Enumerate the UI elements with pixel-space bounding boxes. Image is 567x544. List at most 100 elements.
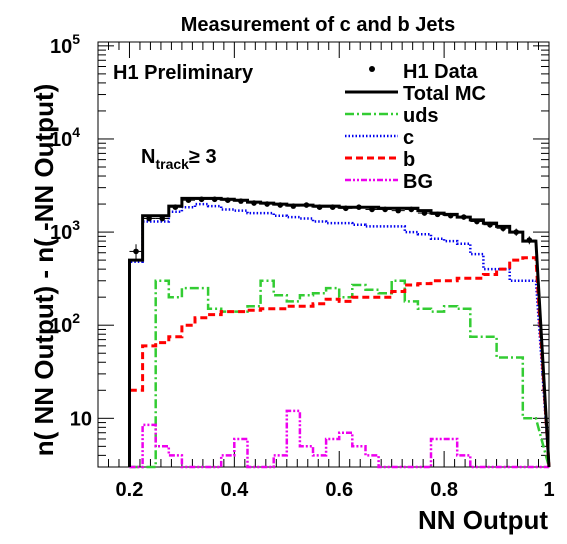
data-point bbox=[365, 206, 379, 213]
data-point bbox=[391, 207, 405, 214]
legend-label: H1 Data bbox=[403, 61, 478, 83]
data-point bbox=[195, 196, 209, 203]
preliminary-label: H1 Preliminary bbox=[113, 62, 254, 84]
data-point-marker bbox=[238, 198, 244, 204]
plot-frame bbox=[97, 41, 550, 468]
legend-entry: b bbox=[345, 149, 415, 171]
y-tick-label: 105 bbox=[50, 31, 80, 58]
data-point bbox=[181, 197, 196, 203]
legend-label: c bbox=[403, 127, 414, 149]
series-layer bbox=[128, 196, 551, 469]
data-point bbox=[522, 236, 536, 245]
data-point-marker bbox=[146, 215, 152, 222]
legend-entry: H1 Data bbox=[369, 61, 478, 83]
legend-label: uds bbox=[403, 105, 439, 127]
data-point-marker bbox=[421, 210, 428, 216]
data-point-marker bbox=[316, 204, 323, 211]
data-point bbox=[286, 203, 300, 209]
data-point bbox=[273, 202, 287, 208]
y-tick-label: 102 bbox=[50, 310, 80, 337]
y-axis-tick-labels: 10 102 103 104 105 bbox=[50, 31, 92, 430]
y-tick-exponent: 5 bbox=[72, 31, 80, 47]
data-point-marker bbox=[277, 202, 284, 208]
chart-title: Measurement of c and b Jets bbox=[181, 14, 456, 36]
series-bg bbox=[129, 409, 549, 469]
ntrack-sub: track bbox=[155, 156, 189, 172]
data-point bbox=[431, 211, 445, 218]
data-point bbox=[352, 204, 366, 211]
data-point-marker bbox=[264, 201, 270, 207]
x-tick-label: 0.2 bbox=[116, 479, 144, 501]
y-tick-exponent: 3 bbox=[72, 217, 80, 233]
data-point bbox=[378, 206, 392, 213]
data-point bbox=[234, 198, 248, 204]
legend-entry: BG bbox=[345, 171, 433, 193]
plot-area bbox=[97, 41, 550, 468]
data-point bbox=[483, 221, 497, 228]
data-point-marker bbox=[447, 212, 454, 219]
x-tick-label: 1 bbox=[543, 479, 554, 501]
series-c bbox=[128, 202, 551, 468]
data-point-marker bbox=[185, 197, 192, 203]
legend-entry: c bbox=[345, 127, 414, 149]
data-point-marker bbox=[172, 204, 179, 211]
data-point bbox=[326, 204, 340, 211]
ntrack-annotation: Ntrack≥ 3 bbox=[141, 146, 217, 172]
y-tick-label: 10 bbox=[70, 408, 92, 430]
data-point-marker bbox=[356, 204, 362, 211]
series-b bbox=[128, 256, 551, 468]
data-point-marker bbox=[211, 196, 218, 203]
data-point-marker bbox=[500, 225, 506, 232]
legend-label: Total MC bbox=[403, 83, 486, 105]
legend-label: b bbox=[403, 149, 415, 171]
data-points bbox=[129, 196, 536, 261]
data-point-marker bbox=[513, 229, 520, 235]
data-point bbox=[509, 228, 523, 236]
data-point bbox=[168, 204, 182, 211]
y-axis-label: n( NN Output) - n( -NN Output) bbox=[29, 84, 59, 457]
legend-label: BG bbox=[403, 171, 433, 193]
data-point bbox=[417, 210, 432, 216]
data-point bbox=[221, 197, 235, 203]
data-point-marker bbox=[198, 196, 205, 203]
data-point-marker bbox=[382, 206, 388, 213]
data-point bbox=[444, 212, 458, 219]
x-axis-label: NN Output bbox=[418, 505, 548, 535]
data-point-marker bbox=[395, 207, 402, 214]
data-point bbox=[129, 244, 143, 261]
svg-text:Ntrack≥ 3: Ntrack≥ 3 bbox=[141, 146, 217, 172]
data-point-marker bbox=[159, 215, 166, 222]
y-tick-exponent: 4 bbox=[72, 124, 80, 140]
ntrack-main: N bbox=[141, 146, 155, 168]
data-point-marker bbox=[487, 221, 493, 228]
data-point-marker bbox=[342, 205, 349, 212]
data-point-marker bbox=[290, 203, 297, 209]
legend-entry: Total MC bbox=[345, 83, 486, 105]
x-tick-label: 0.6 bbox=[325, 479, 353, 501]
legend-marker-data bbox=[369, 66, 375, 72]
data-point bbox=[470, 218, 484, 225]
data-point bbox=[299, 202, 314, 208]
x-tick-label: 0.4 bbox=[220, 479, 249, 501]
series-uds bbox=[129, 279, 551, 469]
data-point bbox=[142, 215, 156, 222]
legend-entry: uds bbox=[345, 105, 439, 127]
data-point bbox=[339, 205, 353, 212]
x-axis-ticks bbox=[97, 42, 550, 467]
data-point-marker bbox=[224, 197, 231, 203]
data-point-marker bbox=[408, 206, 415, 213]
data-point-marker bbox=[303, 202, 310, 208]
data-point bbox=[404, 206, 418, 213]
data-point-marker bbox=[460, 214, 467, 220]
data-point bbox=[155, 215, 169, 222]
data-point bbox=[247, 200, 261, 206]
series-total-mc bbox=[128, 196, 551, 468]
data-point-marker bbox=[329, 204, 336, 211]
data-point-marker bbox=[251, 200, 257, 206]
data-point-marker bbox=[133, 248, 139, 255]
data-point-marker bbox=[434, 211, 441, 218]
data-point-marker bbox=[369, 206, 375, 213]
data-point bbox=[260, 201, 274, 207]
